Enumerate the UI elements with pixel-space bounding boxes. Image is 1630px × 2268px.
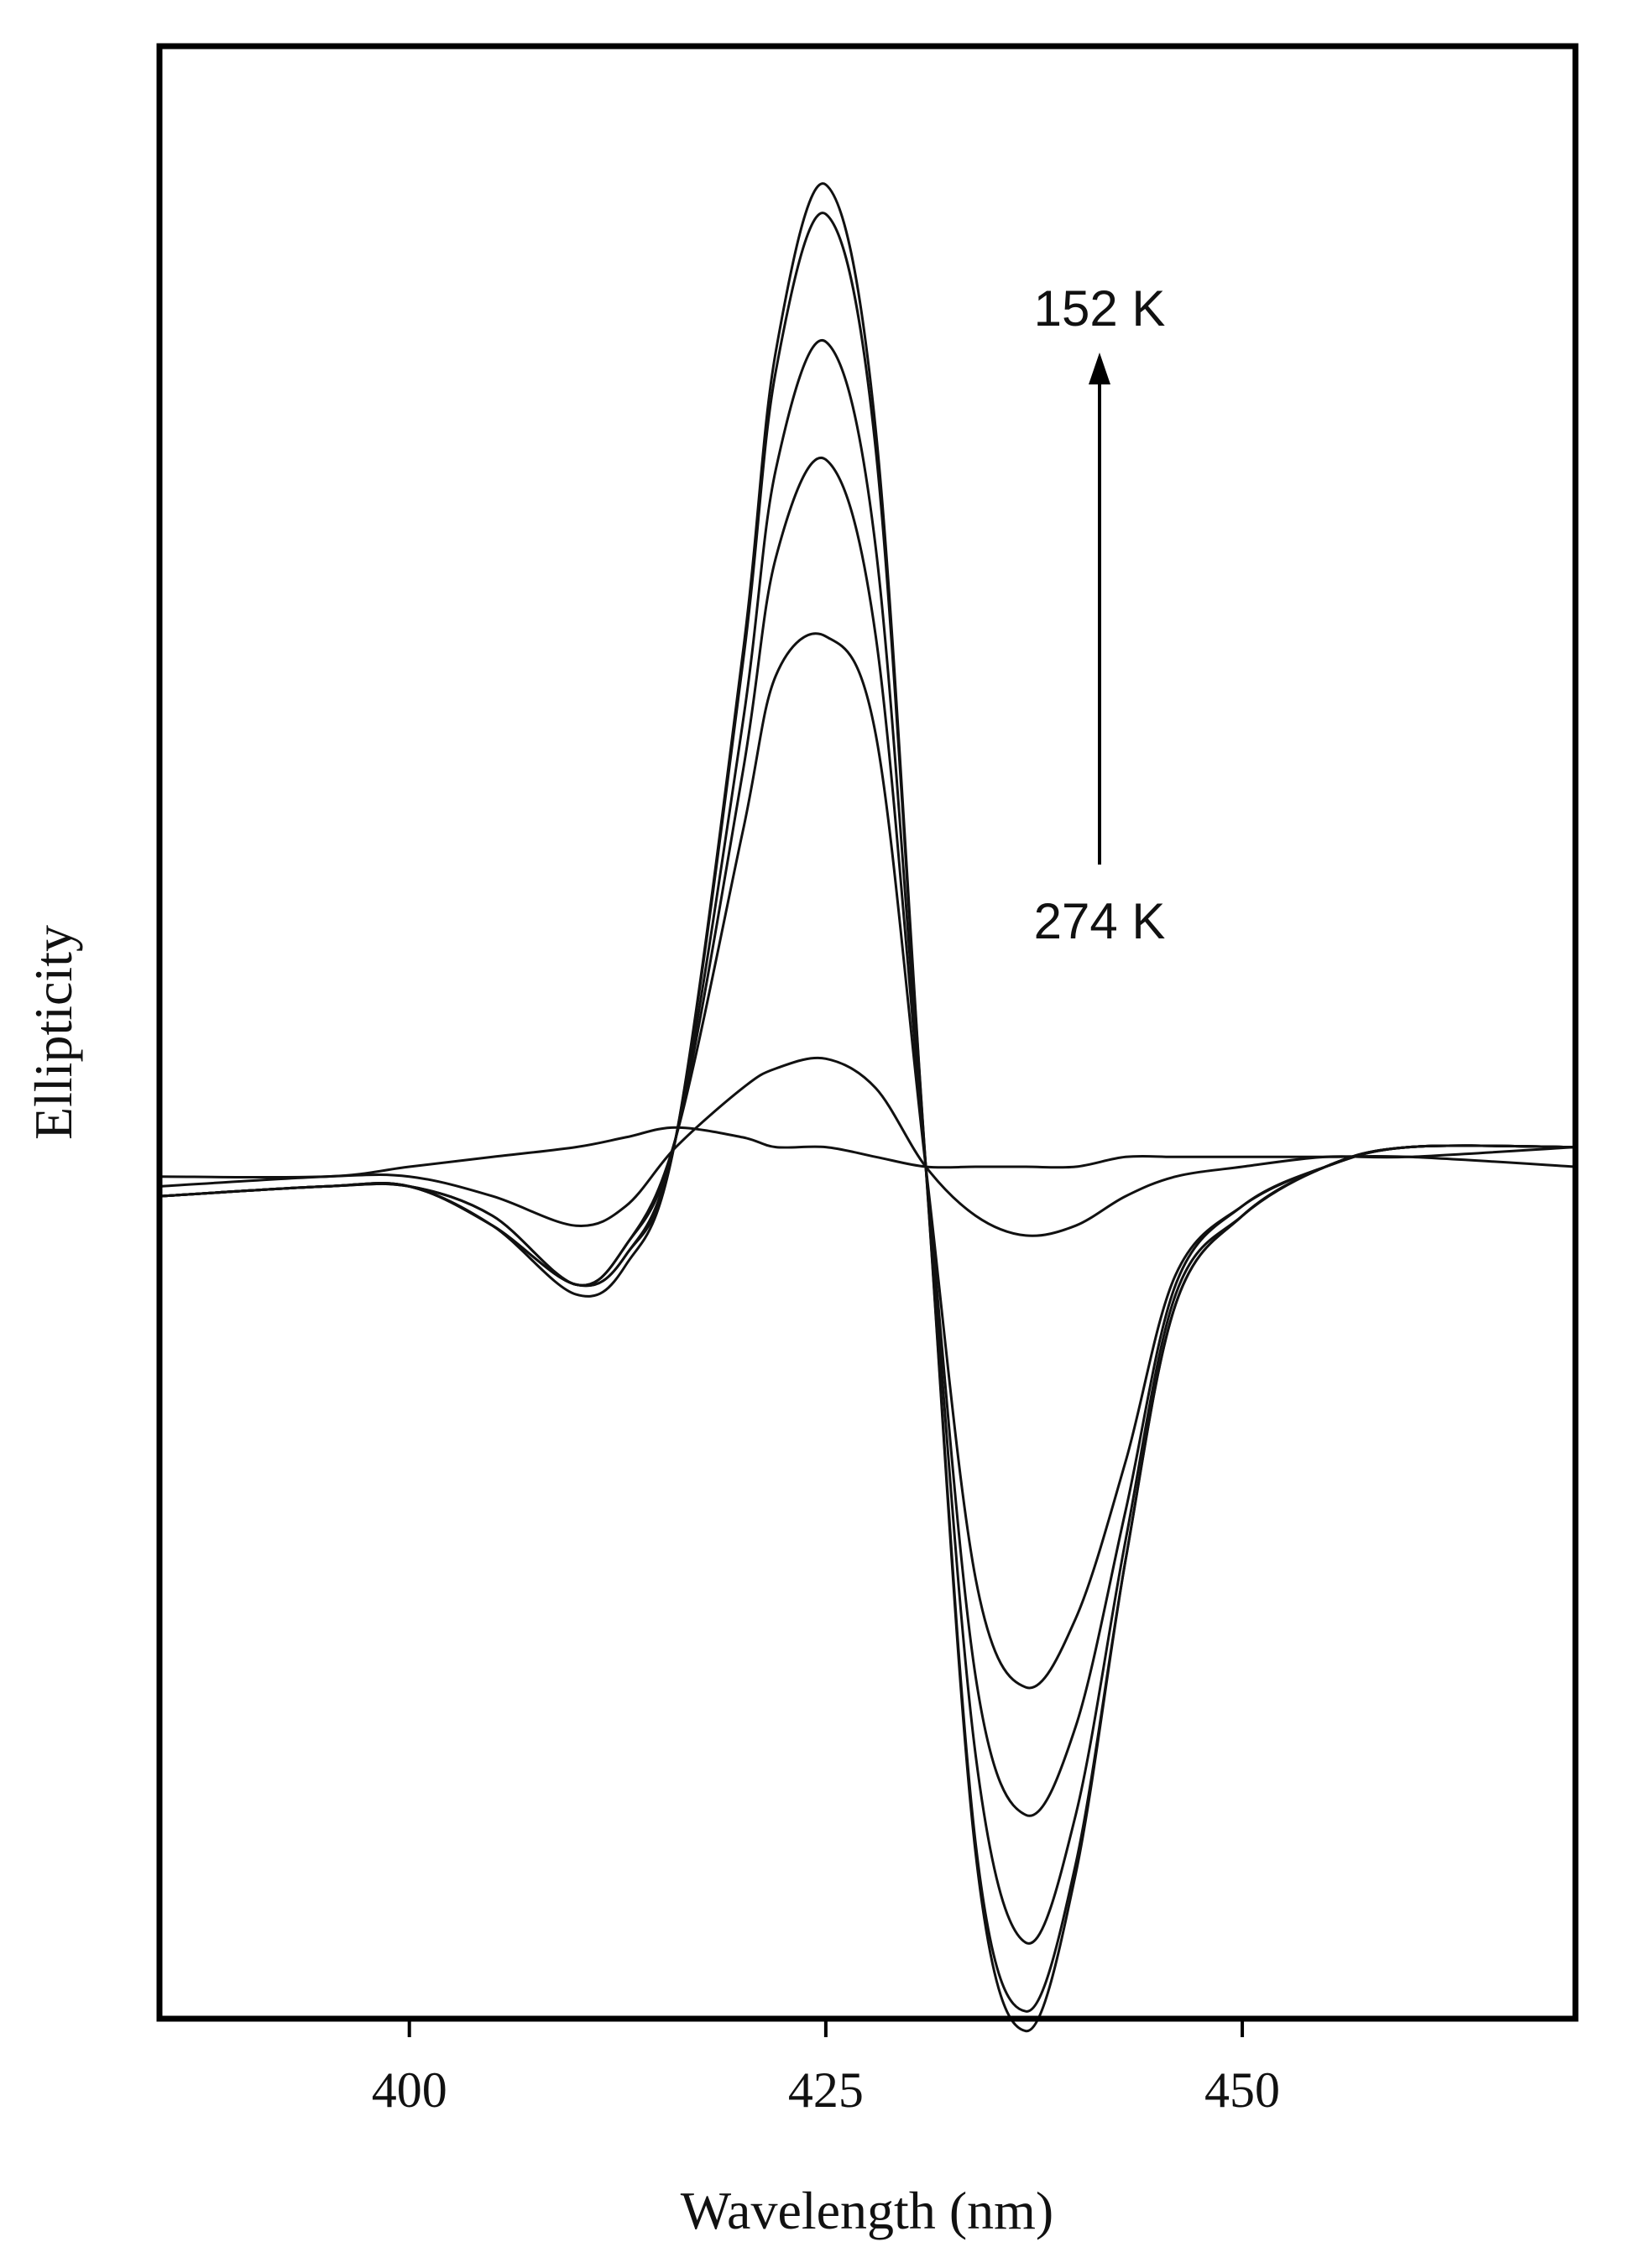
x-axis-label: Wavelength (nm) [681,2181,1053,2240]
plot-background [159,46,1575,2019]
arrow-top-label: 152 K [1034,280,1166,337]
x-tick-label-450: 450 [1204,2062,1280,2118]
temperature-arrow-head [1089,353,1110,384]
spectrum-line-7 [159,1126,1576,1179]
spectrum-line-6 [159,1056,1576,1237]
arrow-bottom-label: 274 K [1034,893,1166,949]
x-tick-label-400: 400 [372,2062,447,2118]
x-tick-label-425: 425 [788,2062,864,2118]
spectrum-line-5 [159,632,1576,1690]
y-axis-label: Ellipticity [24,925,83,1140]
series-layer [159,182,1576,2033]
plot-frame [156,43,1579,2022]
x-axis-ticks: 400 425 450 [372,2019,1280,2118]
